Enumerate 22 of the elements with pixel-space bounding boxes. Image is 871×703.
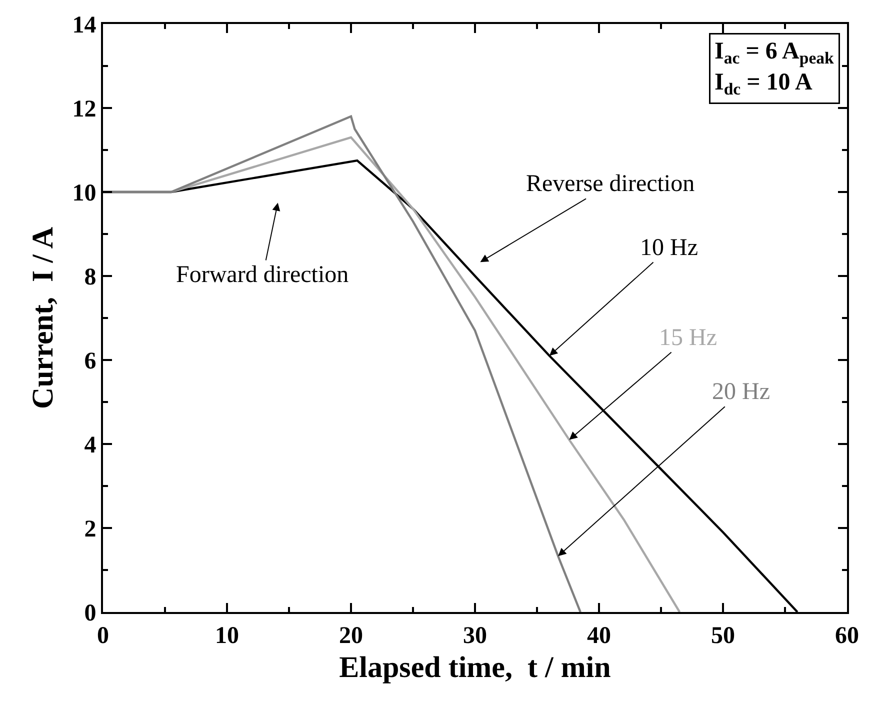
x-tick-label: 60 xyxy=(835,622,859,649)
y-tick-label: 14 xyxy=(72,12,96,38)
text: 20 Hz xyxy=(712,379,770,405)
y-tick-label: 10 xyxy=(72,180,96,206)
annotation: Reverse direction xyxy=(526,171,695,197)
y-tick-label: 4 xyxy=(84,432,96,458)
x-tick-label: 10 xyxy=(215,622,239,649)
y-tick-label: 12 xyxy=(72,96,96,122)
y-tick-label: 6 xyxy=(84,348,96,374)
x-tick-label: 50 xyxy=(711,622,735,649)
x-tick-label: 40 xyxy=(587,622,611,649)
text: 15 Hz xyxy=(659,325,717,351)
x-tick-label: 20 xyxy=(339,622,363,649)
text: I$_{ac}$ = 6 A$_{peak}$ I$_{dc}$ = 10 A xyxy=(714,38,834,99)
y-tick-label: 8 xyxy=(84,264,96,290)
x-axis-title: Elapsed time, t / min xyxy=(339,650,612,684)
annotation: Forward direction xyxy=(176,262,349,288)
text: 10 Hz xyxy=(640,235,698,261)
x-tick-label: 30 xyxy=(463,622,487,649)
y-axis-title: Current, I / A xyxy=(26,226,60,409)
y-tick-label: 0 xyxy=(84,600,96,626)
y-tick-label: 2 xyxy=(84,516,96,542)
